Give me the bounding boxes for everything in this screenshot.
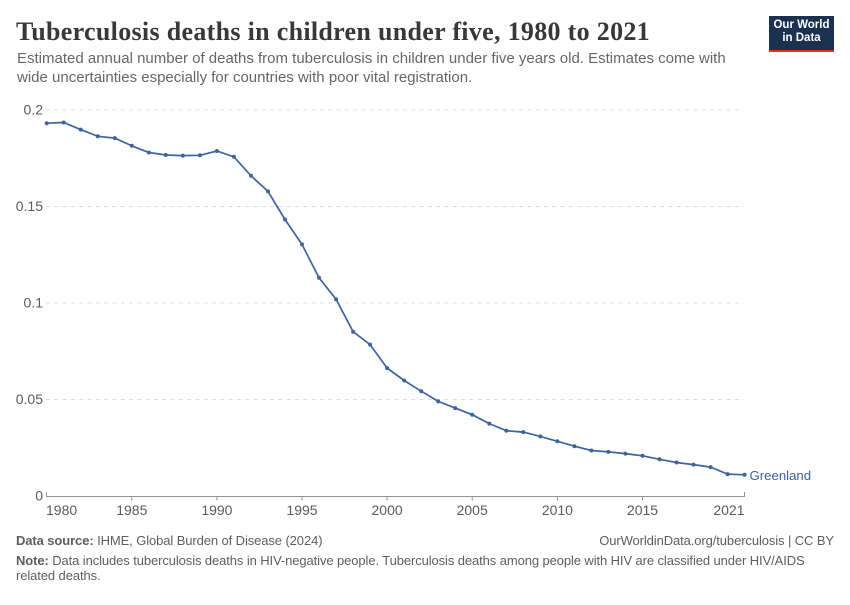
svg-text:1980: 1980: [46, 502, 77, 518]
svg-text:0.1: 0.1: [24, 295, 44, 311]
svg-text:Greenland: Greenland: [750, 468, 812, 483]
svg-text:0: 0: [35, 488, 43, 504]
svg-text:2005: 2005: [457, 502, 488, 518]
svg-text:2000: 2000: [372, 502, 403, 518]
svg-text:2015: 2015: [627, 502, 658, 518]
svg-text:0.05: 0.05: [16, 391, 43, 407]
svg-text:2021: 2021: [713, 502, 744, 518]
svg-text:1985: 1985: [116, 502, 147, 518]
svg-text:1990: 1990: [201, 502, 232, 518]
svg-text:0.15: 0.15: [16, 198, 43, 214]
svg-text:0.2: 0.2: [24, 102, 44, 118]
svg-text:1995: 1995: [286, 502, 317, 518]
svg-text:2010: 2010: [542, 502, 573, 518]
